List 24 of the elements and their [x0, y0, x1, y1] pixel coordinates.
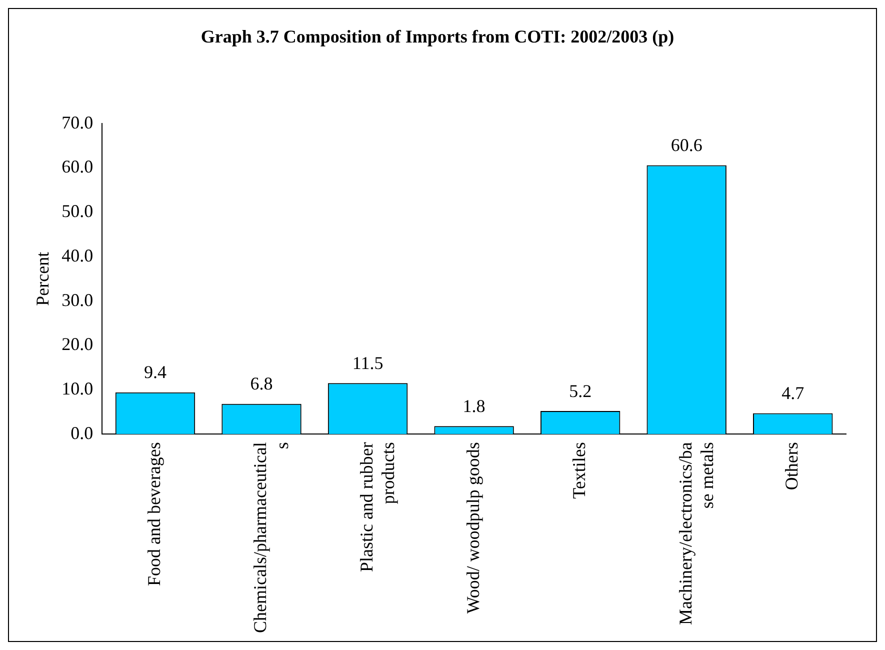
data-label: 5.2 [569, 380, 592, 401]
y-tick-label: 10.0 [62, 378, 94, 398]
x-tick-label: Food and beverages [144, 442, 164, 586]
x-tick-label: Wood/ woodpulp goods [462, 442, 483, 614]
data-label: 9.4 [144, 362, 166, 382]
x-tick-label: Others [782, 442, 802, 490]
data-label: 60.6 [670, 135, 702, 156]
y-tick-label: 20.0 [62, 334, 94, 354]
x-tick-label: Plastic and rubber products [356, 442, 398, 572]
y-axis-title: Percent [32, 252, 53, 306]
y-tick-label: 50.0 [62, 201, 94, 222]
y-tick-label: 40.0 [62, 245, 94, 266]
data-label: 6.8 [250, 374, 273, 394]
data-label: 4.7 [782, 382, 804, 403]
chart-title: Graph 3.7 Composition of Imports from COTI: 2002/2003 (p) [200, 26, 674, 46]
x-tick-label: Chemicals/pharmaceuticals [250, 442, 292, 634]
y-tick-label: 70.0 [62, 112, 94, 132]
y-tick-label: 60.0 [62, 156, 94, 177]
x-tick-label: Machinery/electronics/base metals [675, 442, 717, 626]
y-tick-label: 0.0 [70, 422, 94, 443]
x-tick-label: Textiles [569, 442, 590, 499]
data-label: 11.5 [352, 352, 384, 373]
data-label: 1.8 [462, 396, 486, 416]
y-tick-label: 30.0 [62, 290, 94, 310]
